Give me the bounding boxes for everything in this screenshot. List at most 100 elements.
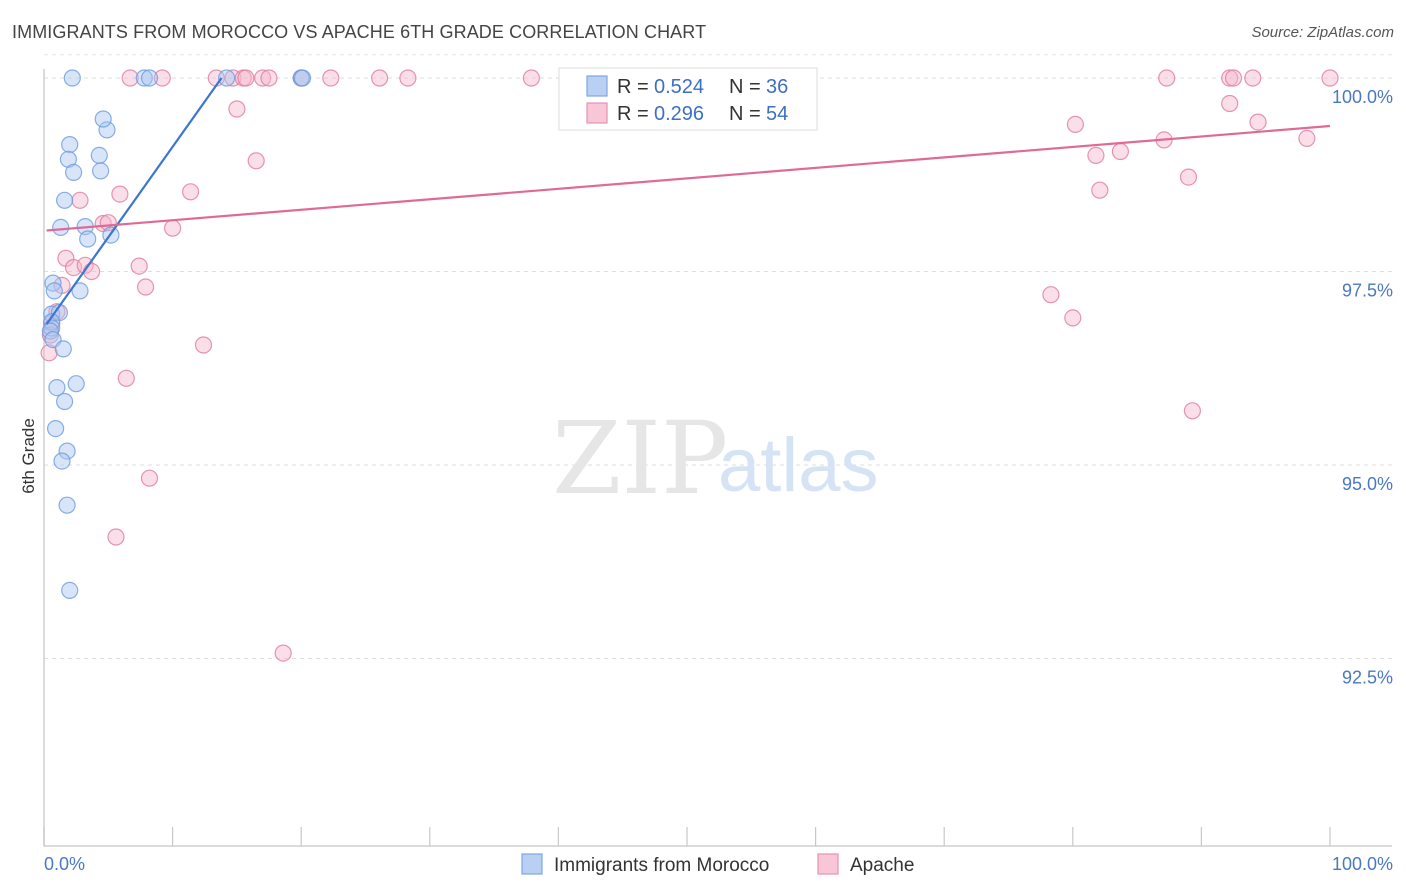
morocco-point-8 <box>90 146 108 164</box>
gridlines <box>44 54 1392 659</box>
morocco-point-12 <box>94 110 112 128</box>
apache-point-9 <box>399 69 417 87</box>
morocco-point-1 <box>135 69 153 87</box>
apache-point-27 <box>247 152 265 170</box>
apache-point-19 <box>228 100 246 118</box>
apache-point-53 <box>107 528 125 546</box>
apache-point-28 <box>1179 168 1198 186</box>
series-legend-label-apache: Apache <box>850 855 914 876</box>
apache-point-50 <box>117 369 135 387</box>
apache-point-47 <box>1042 286 1060 304</box>
morocco-point-0 <box>63 69 81 87</box>
apache-point-21 <box>1249 113 1267 131</box>
apache-point-25 <box>1087 146 1105 164</box>
morocco-point-3 <box>218 69 236 87</box>
apache-point-32 <box>1091 181 1109 199</box>
morocco-point-29 <box>48 379 66 397</box>
axes <box>43 69 1392 847</box>
apache-point-5 <box>260 69 278 87</box>
morocco-point-6 <box>98 121 116 139</box>
apache-point-35 <box>164 219 182 237</box>
apache-point-4 <box>254 69 272 87</box>
apache-point-48 <box>1064 309 1082 327</box>
apache-point-52 <box>140 469 159 487</box>
trend-lines <box>45 77 1331 325</box>
legend-n-label-2: N = <box>729 103 761 125</box>
morocco-point-2 <box>140 69 159 87</box>
apache-point-29 <box>182 183 200 201</box>
legend-swatch-morocco <box>586 75 608 97</box>
apache-point-7 <box>322 69 340 87</box>
apache-point-3 <box>237 69 255 87</box>
morocco-point-35 <box>61 581 79 600</box>
series-legend-swatch-apache <box>817 853 839 875</box>
morocco-point-16 <box>79 230 97 248</box>
series-legend-label-morocco: Immigrants from Morocco <box>554 855 769 876</box>
apache-point-13 <box>1221 69 1239 87</box>
series-points-1 <box>40 69 1339 662</box>
apache-point-16 <box>1321 69 1339 87</box>
apache-point-10 <box>522 69 541 87</box>
apache-point-45 <box>41 326 60 344</box>
apache-point-24 <box>1298 129 1316 147</box>
morocco-point-10 <box>91 162 110 180</box>
morocco-point-13 <box>55 191 74 209</box>
legend-n-label-1: N = <box>729 76 761 98</box>
legend-r-value-2: 0.296 <box>654 103 704 125</box>
apache-point-49 <box>194 336 213 354</box>
apache-point-15 <box>1244 69 1262 87</box>
y-tick-label-3: 92.5% <box>1342 668 1393 688</box>
apache-point-17 <box>121 69 139 87</box>
stats-legend: R = 0.524 N = 36 R = 0.296 N = 54 <box>558 67 818 131</box>
legend-r-label-2: R = <box>617 103 649 125</box>
legend-n-value-1: 36 <box>766 76 788 98</box>
watermark-atlas: atlas <box>718 423 879 508</box>
apache-point-40 <box>130 257 148 275</box>
watermark-zip: ZIP <box>552 400 728 517</box>
x-tick-label-max: 100.0% <box>1332 854 1393 874</box>
y-tick-label-2: 95.0% <box>1342 474 1393 494</box>
apache-point-39 <box>82 262 101 281</box>
morocco-point-33 <box>53 452 71 470</box>
morocco-point-32 <box>58 442 76 460</box>
x-ticks <box>43 827 1331 846</box>
legend-n-value-2: 54 <box>766 103 788 125</box>
morocco-point-14 <box>52 218 70 236</box>
series-legend: Immigrants from Morocco Apache <box>521 853 914 876</box>
legend-r-value-1: 0.524 <box>654 76 704 98</box>
apache-point-38 <box>76 256 94 274</box>
morocco-point-5 <box>293 69 312 87</box>
legend-swatch-apache <box>586 102 608 124</box>
morocco-point-31 <box>46 420 65 438</box>
apache-point-22 <box>1066 115 1085 134</box>
apache-trend-line <box>46 124 1331 232</box>
apache-point-30 <box>111 185 129 203</box>
y-tick-label-1: 97.5% <box>1342 281 1393 301</box>
series-legend-swatch-morocco <box>521 853 543 875</box>
legend-r-label-1: R = <box>617 76 649 98</box>
morocco-point-27 <box>54 340 72 358</box>
chart-title: IMMIGRANTS FROM MOROCCO VS APACHE 6TH GR… <box>12 22 707 42</box>
apache-point-54 <box>274 644 292 662</box>
apache-point-42 <box>137 278 155 296</box>
apache-point-46 <box>40 344 58 362</box>
apache-point-51 <box>1183 402 1202 420</box>
morocco-point-11 <box>64 163 83 181</box>
apache-point-18 <box>153 69 171 87</box>
morocco-point-20 <box>71 282 89 300</box>
y-axis-title: 6th Grade <box>19 418 38 494</box>
morocco-point-34 <box>58 496 76 514</box>
chart-source: Source: ZipAtlas.com <box>1251 24 1394 41</box>
morocco-point-30 <box>55 392 74 411</box>
apache-point-31 <box>71 191 89 209</box>
apache-point-8 <box>371 69 389 87</box>
y-tick-labels: 100.0% 97.5% 95.0% 92.5% <box>1332 87 1393 688</box>
morocco-point-28 <box>67 375 85 393</box>
morocco-point-7 <box>61 136 79 154</box>
morocco-point-19 <box>45 282 63 300</box>
data-points <box>40 69 1339 662</box>
series-points-0 <box>41 69 312 600</box>
apache-point-12 <box>1158 69 1176 87</box>
y-tick-label-0: 100.0% <box>1332 87 1393 107</box>
